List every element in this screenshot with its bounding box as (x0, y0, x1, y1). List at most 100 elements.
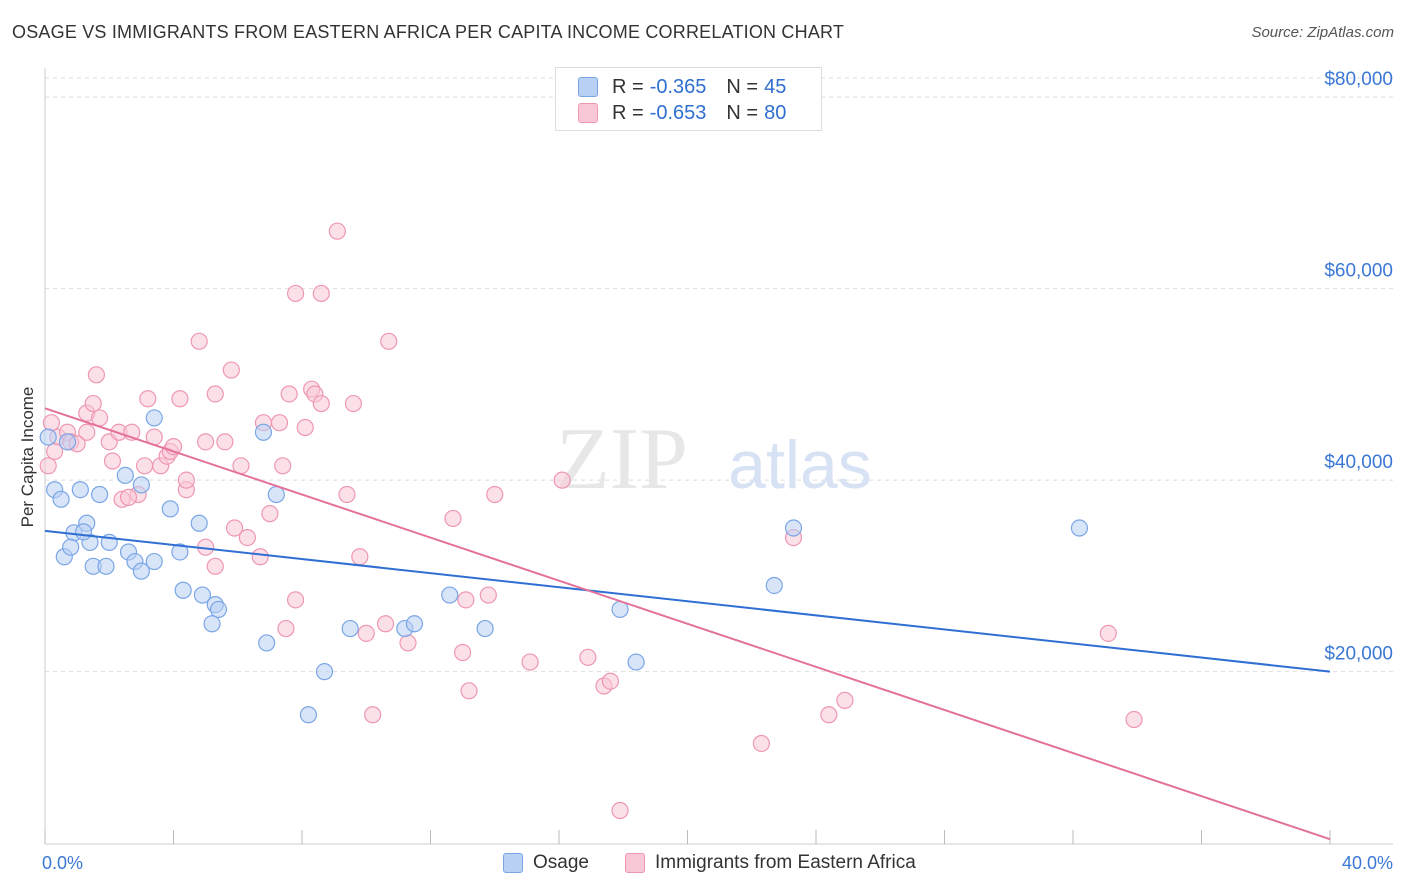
eastern-africa-point (460, 682, 478, 700)
eastern-africa-point (135, 457, 154, 475)
osage-point (145, 552, 163, 571)
osage-point (91, 485, 109, 504)
legend-swatch-eastern-africa (578, 103, 598, 123)
correlation-legend: R = -0.365 N = 45 R = -0.653 N = 80 (555, 67, 822, 131)
osage-point (174, 581, 192, 599)
eastern-africa-point (376, 615, 395, 633)
eastern-africa-point (296, 418, 314, 437)
eastern-africa-point (1099, 624, 1117, 642)
axes (44, 68, 1393, 845)
osage-point (132, 562, 150, 580)
osage-point (209, 600, 228, 619)
eastern-africa-point (364, 706, 382, 724)
legend-swatch-osage (578, 77, 598, 97)
osage-point (476, 619, 494, 638)
eastern-africa-point (261, 505, 279, 523)
eastern-africa-point (78, 423, 96, 441)
y-tick-label: $80,000 (1324, 69, 1393, 90)
legend-row-osage: R = -0.365 N = 45 (578, 75, 786, 99)
tick-labels: $20,000 $40,000 $60,000 $80,000 0.0% 40.0% (42, 69, 1393, 873)
eastern-africa-point (312, 284, 330, 303)
osage-point (1070, 519, 1089, 537)
eastern-africa-point (91, 409, 109, 427)
osage-point (190, 514, 208, 532)
bottom-legend-eastern-africa: Immigrants from Eastern Africa (625, 852, 916, 874)
eastern-africa-point (216, 433, 234, 451)
eastern-africa-point (836, 691, 854, 709)
bottom-legend-label-osage: Osage (533, 852, 589, 873)
eastern-africa-point (457, 591, 475, 609)
eastern-africa-point (177, 471, 195, 489)
osage-point (254, 423, 273, 441)
eastern-africa-point (103, 452, 122, 470)
eastern-africa-point (553, 471, 571, 489)
eastern-africa-point (351, 548, 369, 566)
eastern-africa-point (87, 366, 106, 384)
legend-n-label: N = (726, 75, 759, 98)
x-tick-label: 0.0% (42, 853, 83, 873)
legend-r-value: -0.365 (649, 75, 707, 98)
legend-r-label: R = (612, 101, 644, 124)
eastern-africa-point (820, 706, 838, 724)
legend-r-value: -0.653 (649, 101, 707, 124)
osage-point (193, 586, 212, 604)
bottom-legend: Osage Immigrants from Eastern Africa (0, 852, 1406, 878)
osage-point (341, 619, 359, 638)
eastern-africa-point (579, 648, 597, 666)
eastern-africa-point (312, 394, 330, 413)
y-tick-label: $20,000 (1324, 644, 1393, 665)
bottom-legend-osage: Osage (503, 852, 589, 874)
osage-point (145, 409, 163, 427)
osage-point (627, 653, 645, 671)
eastern-africa-point (286, 284, 305, 303)
x-tick-label: 40.0% (1342, 853, 1393, 873)
osage-point (784, 519, 803, 537)
osage-point (441, 586, 459, 604)
osage-point (52, 490, 70, 508)
trend-lines (44, 407, 1331, 841)
osage-point (58, 433, 77, 451)
osage-point (765, 576, 783, 595)
eastern-africa-point (1125, 710, 1143, 729)
osage-point (299, 706, 318, 724)
eastern-africa-point (479, 586, 497, 604)
watermark-zip: ZIP (556, 411, 688, 508)
eastern-africa-trend-line (44, 407, 1331, 841)
eastern-africa-point (486, 485, 504, 504)
series-eastern-africa-points (39, 222, 1143, 820)
eastern-africa-point (380, 332, 398, 350)
gridlines (45, 77, 1393, 673)
eastern-africa-point (251, 548, 269, 566)
y-tick-label: $40,000 (1324, 452, 1393, 473)
eastern-africa-point (206, 385, 224, 403)
osage-point (116, 466, 134, 484)
eastern-africa-point (46, 442, 64, 461)
eastern-africa-point (344, 394, 362, 413)
eastern-africa-point (274, 457, 292, 475)
legend-row-eastern-africa: R = -0.653 N = 80 (578, 101, 786, 125)
eastern-africa-point (328, 222, 346, 240)
osage-point (267, 485, 285, 504)
osage-point (171, 543, 189, 561)
eastern-africa-point (42, 414, 61, 432)
osage-trend-line (44, 529, 1331, 673)
chart-title: OSAGE VS IMMIGRANTS FROM EASTERN AFRICA … (12, 22, 845, 42)
osage-point (71, 481, 89, 499)
eastern-africa-point (270, 414, 289, 432)
legend-n-value: 80 (764, 101, 787, 124)
eastern-africa-point (197, 433, 215, 451)
bottom-legend-label-eastern-africa: Immigrants from Eastern Africa (655, 852, 916, 873)
osage-point (39, 428, 57, 446)
osage-point (258, 634, 276, 652)
eastern-africa-point (39, 457, 57, 475)
eastern-africa-point (206, 557, 224, 575)
legend-n-value: 45 (764, 75, 787, 98)
osage-point (161, 500, 179, 518)
eastern-africa-point (454, 643, 472, 662)
eastern-africa-point (752, 734, 770, 753)
bottom-legend-swatch-eastern-africa (625, 853, 645, 873)
eastern-africa-point (139, 390, 157, 408)
osage-point (132, 476, 150, 494)
watermark: ZIP atlas (556, 411, 872, 508)
